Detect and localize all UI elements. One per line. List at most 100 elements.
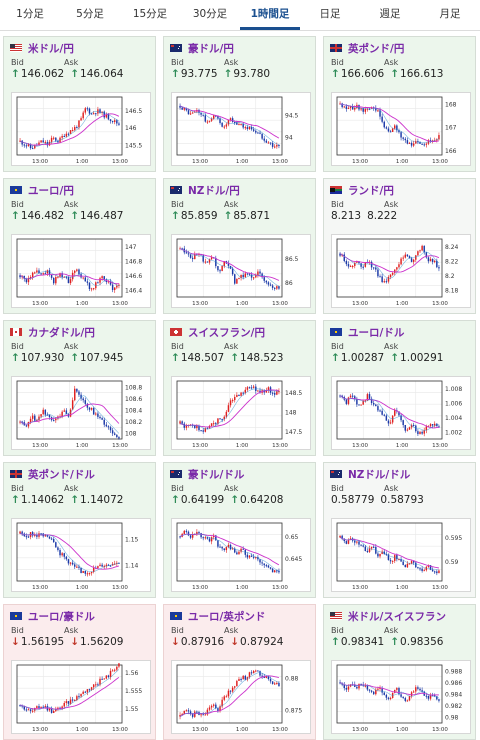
candle-body bbox=[429, 424, 432, 427]
quote-labels: Bid Ask bbox=[171, 200, 277, 209]
flag-icon bbox=[330, 328, 342, 336]
mini-chart[interactable]: 1.15 1.14 13:00 1:00 13:00 bbox=[11, 518, 151, 592]
candle-body bbox=[55, 277, 57, 284]
pair-name[interactable]: ランド/円 bbox=[348, 184, 394, 197]
candle-body bbox=[97, 413, 99, 417]
mini-chart[interactable]: 148.5 148 147.5 13:00 1:00 13:00 bbox=[171, 376, 311, 450]
quote-labels: Bid Ask bbox=[331, 626, 437, 635]
candle-body bbox=[187, 531, 190, 536]
arrow-down-icon: ↓ bbox=[70, 636, 80, 648]
candle-body bbox=[194, 425, 196, 429]
mini-chart[interactable]: 94.5 94 13:00 1:00 13:00 bbox=[171, 92, 311, 166]
tab-4[interactable]: 1時間足 bbox=[240, 0, 300, 30]
pair-name[interactable]: 英ポンド/円 bbox=[348, 42, 405, 55]
tab-3[interactable]: 30分足 bbox=[192, 8, 228, 20]
pair-name[interactable]: 豪ドル/円 bbox=[188, 42, 234, 55]
mini-chart[interactable]: 0.88 0.875 13:00 1:00 13:00 bbox=[171, 660, 311, 734]
candle-body bbox=[19, 275, 21, 278]
rate-card[interactable]: ユーロ/ドル Bid Ask ↑1.00287 ↑1.00291 1.008 1.006 1.… bbox=[323, 320, 476, 456]
arrow-up-icon: ↑ bbox=[331, 636, 340, 648]
arrow-up-icon: ↑ bbox=[331, 68, 340, 80]
mini-chart[interactable]: 1.56 1.555 1.55 13:00 1:00 13:00 bbox=[11, 660, 151, 734]
rate-card[interactable]: 米ドル/円 Bid Ask ↑146.062 ↑146.064 146.5 146 145.5… bbox=[3, 36, 156, 172]
mini-chart[interactable]: 8.24 8.22 8.2 8.18 13:00 1:00 13:00 bbox=[331, 234, 471, 308]
pair-name[interactable]: ユーロ/円 bbox=[28, 184, 74, 197]
tab-6[interactable]: 週足 bbox=[379, 8, 401, 20]
mini-chart[interactable]: 147 146.8 146.6 146.4 13:00 1:00 13:00 bbox=[11, 234, 151, 308]
tab-7[interactable]: 月足 bbox=[439, 8, 461, 20]
candle-body bbox=[377, 269, 379, 277]
candle-body bbox=[191, 257, 194, 260]
rate-card[interactable]: 豪ドル/円 Bid Ask ↑93.775 ↑93.780 94.5 94 13:00 1:00… bbox=[163, 36, 316, 172]
rate-card[interactable]: 英ポンド/ドル Bid Ask ↑1.14062 ↑1.14072 1.15 1.14 13:… bbox=[3, 462, 156, 598]
pair-name[interactable]: ユーロ/豪ドル bbox=[28, 610, 95, 623]
candle-body bbox=[44, 535, 47, 537]
pair-name[interactable]: NZドル/円 bbox=[188, 184, 240, 197]
candle-body bbox=[46, 535, 49, 537]
candle-body bbox=[114, 120, 116, 122]
candle-body bbox=[427, 695, 430, 699]
flag-icon bbox=[10, 470, 22, 478]
candle-body bbox=[40, 273, 42, 275]
candle-body bbox=[111, 670, 114, 672]
pair-name[interactable]: ユーロ/ドル bbox=[348, 326, 405, 339]
tab-0[interactable]: 1分足 bbox=[16, 8, 44, 20]
tab-2[interactable]: 15分足 bbox=[132, 8, 168, 20]
candle-body bbox=[276, 570, 278, 572]
candle-body bbox=[105, 675, 108, 679]
pair-name[interactable]: カナダドル/円 bbox=[28, 326, 95, 339]
ask-label: Ask bbox=[224, 58, 239, 67]
tab-1[interactable]: 5分足 bbox=[76, 8, 104, 20]
candle-body bbox=[59, 550, 61, 556]
candle-body bbox=[103, 419, 105, 425]
candle-body bbox=[438, 135, 440, 140]
pair-name[interactable]: 米ドル/スイスフラン bbox=[348, 610, 447, 623]
candle-body bbox=[23, 705, 25, 710]
mini-chart[interactable]: 108.8 108.6 108.4 108.2 108 13:00 1:00 13:00 bbox=[11, 376, 151, 450]
x-tick-label: 13:00 bbox=[352, 585, 368, 591]
rate-card[interactable]: ユーロ/英ポンド Bid Ask ↓0.87916 ↓0.87924 0.88 0.875 1… bbox=[163, 604, 316, 740]
mini-chart[interactable]: 86.5 86 13:00 1:00 13:00 bbox=[171, 234, 311, 308]
plot-frame bbox=[16, 238, 123, 298]
rate-card[interactable]: 豪ドル/ドル Bid Ask ↑0.64199 ↑0.64208 0.65 0.645 13:… bbox=[163, 462, 316, 598]
rate-card[interactable]: ユーロ/円 Bid Ask ↑146.482 ↑146.487 147 146.8 146.6… bbox=[3, 178, 156, 314]
candle-body bbox=[261, 675, 263, 677]
pair-name[interactable]: NZドル/ドル bbox=[348, 468, 411, 481]
rate-card[interactable]: ユーロ/豪ドル Bid Ask ↓1.56195 ↓1.56209 1.56 1.555 1.… bbox=[3, 604, 156, 740]
bid-label: Bid bbox=[11, 342, 24, 351]
rate-card[interactable]: ランド/円 Bid Ask 8.213 8.222 8.24 8.22 8.2 8.18 13:0… bbox=[323, 178, 476, 314]
rate-card[interactable]: 米ドル/スイスフラン Bid Ask ↑0.98341 ↑0.98356 0.988 0.9… bbox=[323, 604, 476, 740]
candle-body bbox=[408, 256, 411, 259]
candle-body bbox=[90, 571, 93, 574]
rate-card[interactable]: NZドル/円 Bid Ask ↑85.859 ↑85.871 86.5 86 13:00 1:0… bbox=[163, 178, 316, 314]
rate-card[interactable]: NZドル/ドル Bid Ask 0.58779 0.58793 0.595 0.59 13:0… bbox=[323, 462, 476, 598]
mini-chart[interactable]: 0.595 0.59 13:00 1:00 13:00 bbox=[331, 518, 471, 592]
rate-card[interactable]: スイスフラン/円 Bid Ask ↑148.507 ↑148.523 148.5 148 14… bbox=[163, 320, 316, 456]
pair-name[interactable]: 英ポンド/ドル bbox=[28, 468, 95, 481]
candle-body bbox=[412, 691, 415, 693]
candle-body bbox=[27, 277, 30, 283]
pair-name[interactable]: 豪ドル/ドル bbox=[188, 468, 245, 481]
tab-5[interactable]: 日足 bbox=[319, 8, 341, 20]
candle-body bbox=[438, 267, 440, 269]
candle-body bbox=[111, 284, 114, 291]
rate-card[interactable]: 英ポンド/円 Bid Ask ↑166.606 ↑166.613 168 167 166 13:… bbox=[323, 36, 476, 172]
candle-body bbox=[425, 143, 428, 145]
x-tick-label: 1:00 bbox=[396, 301, 409, 307]
rate-card[interactable]: カナダドル/円 Bid Ask ↑107.930 ↑107.945 108.8 108.6 1… bbox=[3, 320, 156, 456]
arrow-up-icon: ↑ bbox=[171, 494, 180, 506]
pair-name[interactable]: 米ドル/円 bbox=[28, 42, 74, 55]
mini-chart[interactable]: 146.5 146 145.5 13:00 1:00 13:00 bbox=[11, 92, 151, 166]
mini-chart[interactable]: 0.988 0.986 0.984 0.982 0.98 13:00 1:00 13:00 bbox=[331, 660, 471, 734]
mini-chart[interactable]: 1.008 1.006 1.004 1.002 13:00 1:00 13:00 bbox=[331, 376, 471, 450]
mini-chart[interactable]: 0.65 0.645 13:00 1:00 13:00 bbox=[171, 518, 311, 592]
x-tick-label: 1:00 bbox=[396, 585, 409, 591]
candle-body bbox=[347, 539, 350, 544]
pair-name[interactable]: スイスフラン/円 bbox=[188, 326, 266, 339]
arrow-up-icon: ↑ bbox=[171, 68, 180, 80]
candle-body bbox=[78, 120, 80, 128]
candle-body bbox=[219, 270, 221, 272]
pair-name[interactable]: ユーロ/英ポンド bbox=[188, 610, 266, 623]
mini-chart[interactable]: 168 167 166 13:00 1:00 13:00 bbox=[331, 92, 471, 166]
x-tick-label: 13:00 bbox=[272, 443, 288, 449]
